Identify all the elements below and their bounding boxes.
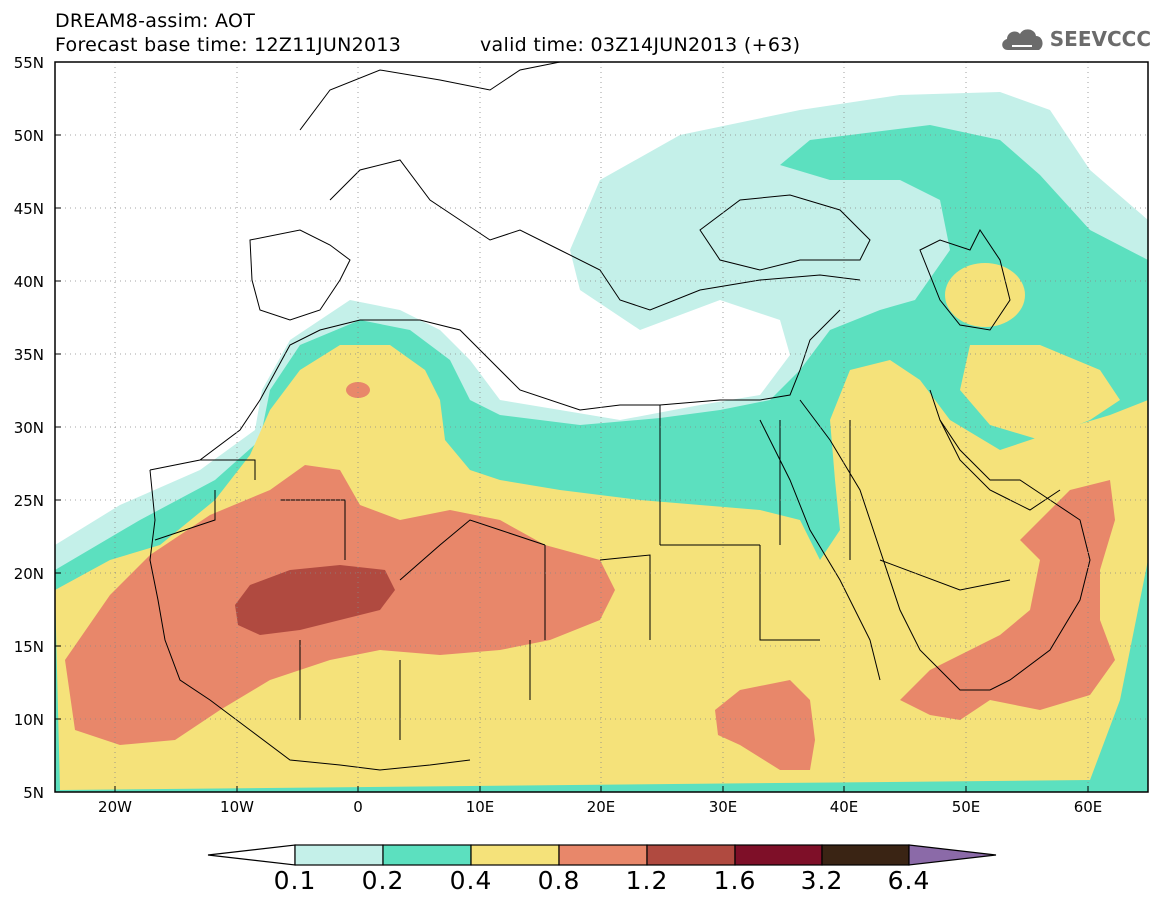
lat-label: 30N (13, 419, 44, 437)
lon-label: 30E (708, 798, 738, 816)
colorbar-label: 3.2 (800, 866, 844, 895)
valid-time: valid time: 03Z14JUN2013 (+63) (480, 34, 801, 56)
lon-label: 10W (220, 798, 254, 816)
logo-text: SEEVCCC (1049, 27, 1151, 51)
lat-label: 20N (13, 565, 44, 583)
colorbar-box-4 (558, 844, 648, 866)
colorbar-label: 0.2 (361, 866, 405, 895)
lon-label: 40E (829, 798, 859, 816)
colorbar-box-3 (470, 844, 560, 866)
lat-label: 15N (13, 638, 44, 656)
aot-field-0.8-sudan (715, 680, 815, 770)
colorbar-label: 0.4 (449, 866, 493, 895)
lon-label: 10E (465, 798, 495, 816)
colorbar-box-2 (382, 844, 472, 866)
aot-field-0.8-arabia (900, 480, 1115, 720)
forecast-base-time: Forecast base time: 12Z11JUN2013 (55, 34, 402, 56)
colorbar-label: 0.8 (537, 866, 581, 895)
lat-label: 10N (13, 711, 44, 729)
lat-label: 50N (13, 127, 44, 145)
colorbar-box-7 (821, 844, 910, 866)
lat-label: 40N (13, 273, 44, 291)
coastlines (149, 62, 1091, 771)
colorbar-box-1 (294, 844, 384, 866)
colorbar-label: 1.2 (625, 866, 669, 895)
lat-label: 55N (13, 54, 44, 72)
lon-label: 20W (98, 798, 132, 816)
colorbar-label: 6.4 (887, 866, 931, 895)
aot-iran-blob (960, 345, 1120, 440)
grid-lines (55, 62, 1148, 792)
seevccc-logo: SEEVCCC (998, 22, 1151, 56)
cloud-icon (1001, 29, 1043, 50)
colorbar-below-arrow (207, 844, 296, 866)
colorbar (207, 844, 997, 866)
lat-label: 5N (23, 784, 44, 802)
aot-field-0.8-north (346, 382, 370, 398)
lon-label: 60E (1073, 798, 1103, 816)
colorbar-above-arrow (908, 844, 997, 866)
axis-ticks (55, 61, 1089, 792)
aot-field-1.2 (235, 565, 395, 635)
colorbar-label: 1.6 (713, 866, 757, 895)
lon-label: 0 (353, 798, 363, 816)
colorbar-label: 0.1 (273, 866, 317, 895)
lat-label: 35N (13, 346, 44, 364)
map-title: DREAM8-assim: AOT (55, 10, 256, 32)
lat-label: 25N (13, 492, 44, 510)
aot-caspian-blob (945, 263, 1025, 327)
lon-label: 50E (951, 798, 981, 816)
colorbar-box-6 (734, 844, 823, 866)
colorbar-box-5 (646, 844, 736, 866)
lat-label: 45N (13, 200, 44, 218)
lon-label: 20E (586, 798, 616, 816)
